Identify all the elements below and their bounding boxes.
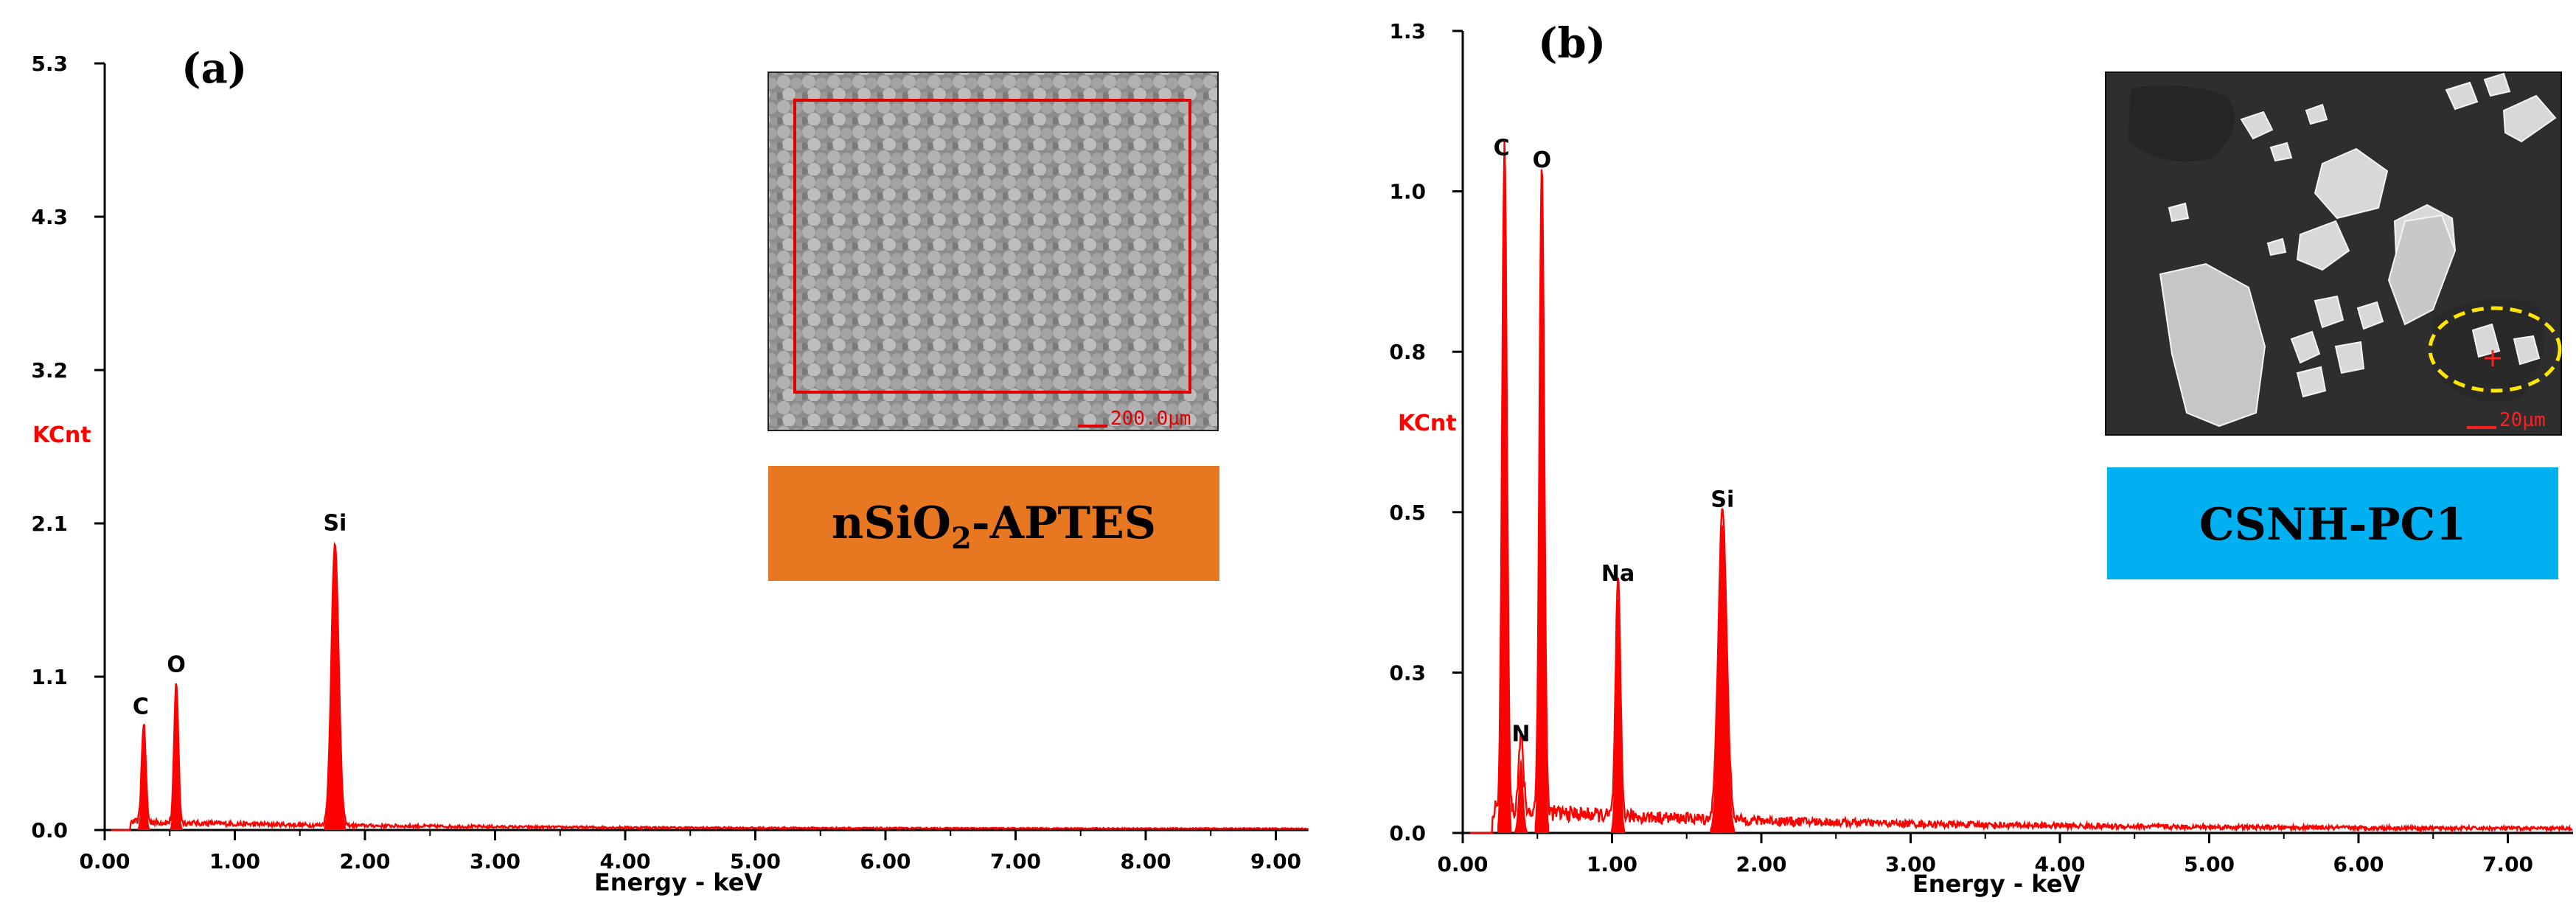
panel-a-sample-badge: nSiO2-APTES	[768, 466, 1219, 581]
panel-b-sample-badge: CSNH-PC1	[2107, 467, 2558, 579]
panel-b-peak-label-c: C	[1494, 135, 1510, 161]
panel-b-spectrum: (b) 0.0 0.3 0.5 0.8 1.0 1.3 0.00 1.00 2.00 3.00 4.…	[1389, 19, 2573, 898]
panel-b-ticks: 0.0 0.3 0.5 0.8 1.0 1.3 0.00 1.00 2.00 3.00 4.00 5.…	[1389, 19, 2533, 876]
panel-a-peak-o	[170, 689, 183, 830]
panel-a-x-tick-label: 6.00	[860, 849, 911, 874]
panel-b-y-tick-label: 1.0	[1389, 180, 1426, 204]
panel-a-y-tick-label: 5.3	[31, 52, 68, 76]
panel-a-x-tick-label: 1.00	[209, 849, 260, 874]
panel-a-peak-label-c: C	[133, 694, 149, 720]
panel-b-x-tick-label: 6.00	[2333, 852, 2384, 876]
panel-a-spectrum: (a) 0.0 1.1 2.1 3.2 4.3 5.3 0.00 1.00 2.00 3.00 4.…	[31, 44, 1309, 896]
panel-a-ticks: 0.0 1.1 2.1 3.2 4.3 5.3 0.00 1.00 2.00 3.00 4.00 5.…	[31, 52, 1301, 874]
panel-a-x-tick-label: 9.00	[1250, 849, 1301, 874]
panel-b-label: (b)	[1538, 19, 1606, 68]
panel-a-x-tick-label: 2.00	[339, 849, 390, 874]
panel-a-peak-si	[324, 548, 347, 830]
panel-b-analysis-spot-ellipse	[2428, 306, 2562, 393]
panel-b-spectrum-line	[1470, 141, 2573, 834]
panel-b-peak-si	[1710, 524, 1736, 833]
panel-a-axes	[103, 63, 1309, 831]
panel-b-peak-o	[1534, 185, 1550, 833]
panel-a-y-tick-label: 2.1	[31, 512, 68, 536]
panel-b-y-tick-label: 1.3	[1389, 19, 1426, 43]
panel-a-y-tick-label: 3.2	[31, 358, 68, 383]
panel-a-peak-labels: CO Si	[133, 510, 347, 719]
panel-b-peak-label-si: Si	[1710, 487, 1734, 513]
panel-a-selection-rectangle	[793, 99, 1191, 394]
panel-b-axes	[1461, 31, 2573, 834]
panel-a-x-tick-label: 8.00	[1120, 849, 1171, 874]
panel-a-x-tick-label: 4.00	[599, 849, 650, 874]
panel-b-spectrum-trace	[1470, 141, 2573, 834]
panel-a-y-tick-label: 4.3	[31, 205, 68, 229]
panel-a-peak-c	[137, 731, 150, 830]
panel-b-y-tick-label: 0.0	[1389, 821, 1426, 845]
panel-b-peak-n	[1514, 759, 1528, 833]
panel-b-analysis-point-marker	[2485, 350, 2501, 366]
panel-a-peak-label-o: O	[167, 652, 186, 678]
panel-a-x-tick-label: 7.00	[990, 849, 1041, 874]
panel-a-peak-label-si: Si	[323, 510, 347, 536]
panel-b-y-tick-label: 0.3	[1389, 660, 1426, 685]
panel-a-x-axis-label: Energy - keV	[594, 868, 763, 896]
panel-a-x-tick-label: 3.00	[470, 849, 521, 874]
panel-b-x-tick-label: 3.00	[1885, 852, 1936, 876]
panel-b-x-tick-label: 2.00	[1736, 852, 1786, 876]
panel-a-label: (a)	[181, 44, 247, 93]
panel-b-peak-label-n: N	[1511, 722, 1530, 747]
panel-b-x-tick-label: 7.00	[2482, 852, 2533, 876]
panel-b-x-tick-label: 4.00	[2034, 852, 2085, 876]
panel-b-peak-c	[1497, 172, 1512, 833]
panel-b-badge-background	[2107, 467, 2558, 579]
panel-b-x-tick-label: 0.00	[1437, 852, 1488, 876]
panel-b-x-tick-label: 1.00	[1587, 852, 1637, 876]
panel-b-sample-name: CSNH-PC1	[2199, 499, 2466, 551]
panel-a-sample-name: nSiO2-APTES	[832, 498, 1156, 556]
panel-a-x-tick-label: 0.00	[79, 849, 130, 874]
panel-b-peak-labels: C N O Na Si	[1494, 135, 1735, 747]
panel-b-sem-inset: 20µm	[2105, 72, 2562, 436]
panel-b-peak-label-na: Na	[1601, 561, 1635, 587]
panel-a-sem-image	[767, 72, 1219, 431]
panel-b-y-tick-label: 0.5	[1389, 501, 1426, 525]
panel-b-x-axis-label: Energy - keV	[1912, 870, 2081, 898]
panel-a-sem-inset: 200.0µm	[767, 72, 1219, 431]
panel-b-peak-na	[1610, 599, 1626, 833]
panel-a-y-tick-label: 0.0	[31, 818, 68, 843]
panel-b-particles	[2159, 72, 2557, 428]
panel-a-y-tick-label: 1.1	[31, 665, 68, 689]
panel-a-spectrum-trace	[111, 541, 1309, 831]
panel-b-peak-label-o: O	[1533, 147, 1552, 173]
panel-b-scale-bar-label: 20µm	[2499, 409, 2546, 431]
panel-a-y-axis-label: KCnt	[32, 422, 91, 448]
panel-b-y-axis-label: KCnt	[1398, 411, 1457, 436]
panel-a-spectrum-line	[111, 541, 1309, 831]
panel-a-x-tick-label: 5.00	[730, 849, 781, 874]
panel-b-x-tick-label: 5.00	[2184, 852, 2235, 876]
panel-a-scale-bar-label: 200.0µm	[1110, 408, 1191, 430]
panel-b-y-tick-label: 0.8	[1389, 340, 1426, 364]
panel-a-badge-background	[768, 466, 1219, 581]
